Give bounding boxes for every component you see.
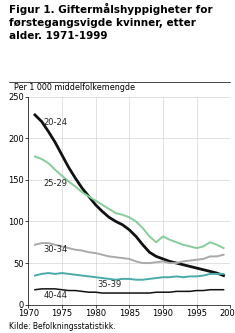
Text: Figur 1. Giftermålshyppigheter for
førstegangsvigde kvinner, etter
alder. 1971-1: Figur 1. Giftermålshyppigheter for først… <box>9 3 213 41</box>
Text: 25-29: 25-29 <box>44 178 68 188</box>
Text: 35-39: 35-39 <box>97 280 121 289</box>
Text: 40-44: 40-44 <box>44 291 68 300</box>
Text: 30-34: 30-34 <box>44 245 68 254</box>
Text: Per 1 000 middelfolkemengde: Per 1 000 middelfolkemengde <box>14 83 135 92</box>
Text: Kilde: Befolkningsstatistikk.: Kilde: Befolkningsstatistikk. <box>9 322 116 331</box>
Text: 20-24: 20-24 <box>44 118 68 127</box>
